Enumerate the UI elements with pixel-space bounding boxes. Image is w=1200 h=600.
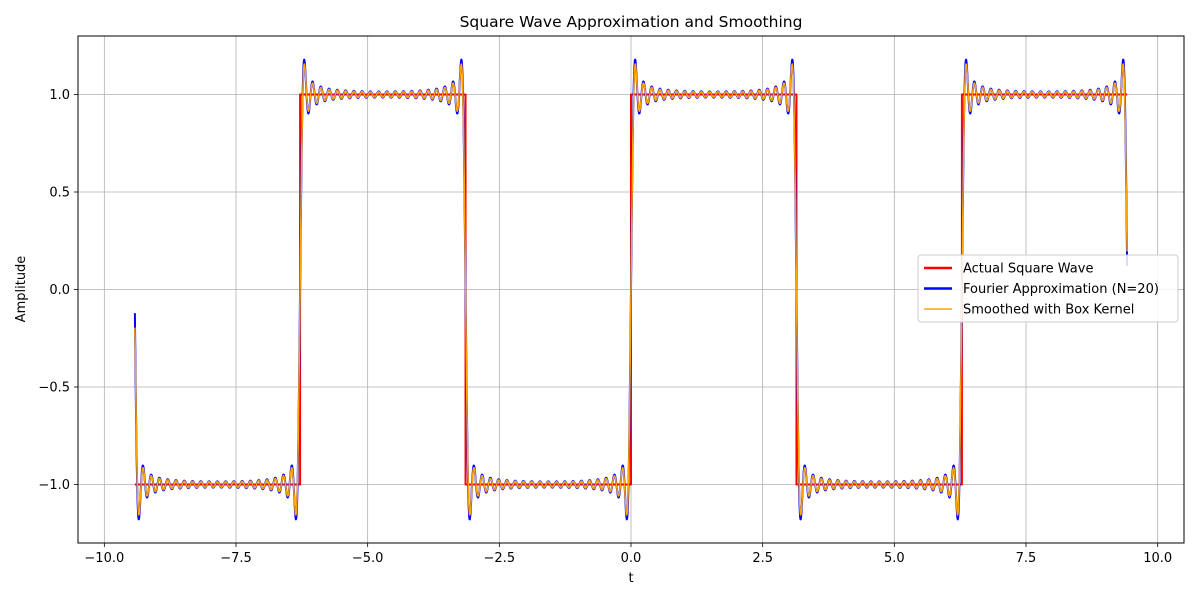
legend-box — [917, 254, 1179, 323]
x-tick-label: 2.5 — [752, 551, 773, 566]
x-tick-label: 10.0 — [1143, 551, 1172, 566]
legend-label: Fourier Approximation (N=20) — [963, 282, 1159, 297]
y-tick-label: 0.5 — [49, 186, 70, 201]
x-tick-label: 5.0 — [884, 551, 905, 566]
ticks: −10.0 −7.5 −5.0 −2.5 0.0 2.5 5.0 7.5 10.0 −1.0 −0.… — [38, 88, 1172, 566]
x-tick-label: −7.5 — [220, 551, 252, 566]
y-tick-label: −1.0 — [38, 478, 70, 493]
legend-label: Actual Square Wave — [963, 262, 1093, 277]
x-tick-label: −2.5 — [484, 551, 516, 566]
y-tick-label: −0.5 — [38, 381, 70, 396]
legend: Actual Square Wave Fourier Approximation … — [917, 254, 1179, 323]
x-tick-label: −10.0 — [84, 551, 124, 566]
x-axis-label: t — [628, 571, 633, 586]
y-tick-label: 1.0 — [49, 88, 70, 103]
x-tick-label: −5.0 — [352, 551, 384, 566]
chart-title: Square Wave Approximation and Smoothing — [460, 13, 803, 31]
legend-label: Smoothed with Box Kernel — [963, 303, 1134, 318]
x-tick-label: 7.5 — [1016, 551, 1037, 566]
y-axis-label: Amplitude — [14, 256, 29, 323]
y-tick-label: 0.0 — [49, 283, 70, 298]
x-tick-label: 0.0 — [621, 551, 642, 566]
